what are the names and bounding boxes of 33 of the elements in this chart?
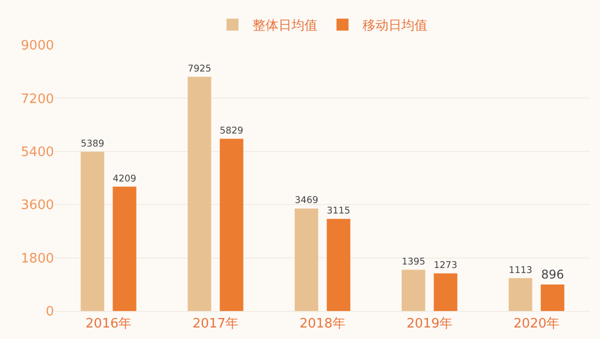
- y-tick-label: 7200: [20, 92, 54, 107]
- bar: [220, 138, 244, 311]
- data-label: 3469: [294, 195, 318, 206]
- data-label: 896: [541, 268, 564, 282]
- x-tick-label: 2018年: [299, 316, 346, 332]
- bar: [80, 152, 104, 311]
- bar: [540, 284, 564, 311]
- data-label: 1395: [402, 256, 426, 268]
- data-label: 1273: [434, 260, 458, 272]
- y-tick-label: 0: [46, 304, 54, 320]
- y-tick-label: 5400: [20, 144, 54, 160]
- legend-label: 移动日均值: [362, 18, 428, 34]
- bar: [508, 278, 532, 311]
- bar: [188, 76, 212, 311]
- data-label: 4209: [112, 173, 136, 184]
- bar: [326, 218, 350, 311]
- y-tick-label: 9000: [20, 38, 54, 54]
- data-label: 7925: [188, 63, 212, 74]
- data-label: 5389: [80, 138, 104, 150]
- legend-label: 整体日均值: [252, 18, 318, 34]
- y-tick-label: 1800: [20, 251, 54, 266]
- data-label: 1113: [508, 264, 532, 276]
- x-tick-label: 2019年: [406, 316, 453, 332]
- bar: [294, 208, 318, 311]
- bar: [112, 186, 136, 311]
- x-tick-label: 2017年: [192, 316, 239, 332]
- x-tick-label: 2020年: [513, 316, 560, 332]
- data-label: 5829: [220, 125, 244, 136]
- bar: [434, 273, 458, 311]
- y-tick-label: 3600: [20, 198, 54, 214]
- bar: [402, 270, 426, 311]
- x-tick-label: 2016年: [85, 316, 132, 332]
- data-label: 3115: [326, 206, 350, 217]
